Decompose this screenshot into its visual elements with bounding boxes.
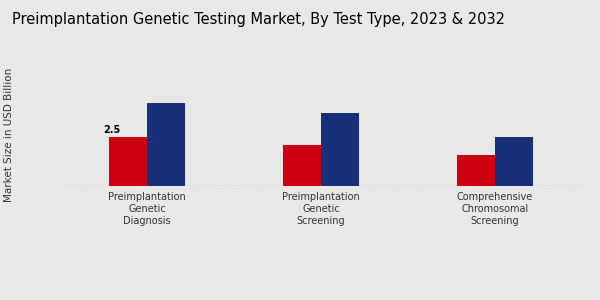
- Text: Preimplantation Genetic Testing Market, By Test Type, 2023 & 2032: Preimplantation Genetic Testing Market, …: [12, 12, 505, 27]
- Bar: [495, 137, 533, 186]
- Bar: [457, 155, 495, 186]
- Bar: [109, 137, 147, 186]
- Bar: [283, 145, 321, 186]
- Text: 2.5: 2.5: [104, 125, 121, 135]
- Bar: [147, 103, 185, 186]
- Bar: [321, 113, 359, 186]
- Text: Market Size in USD Billion: Market Size in USD Billion: [4, 68, 14, 202]
